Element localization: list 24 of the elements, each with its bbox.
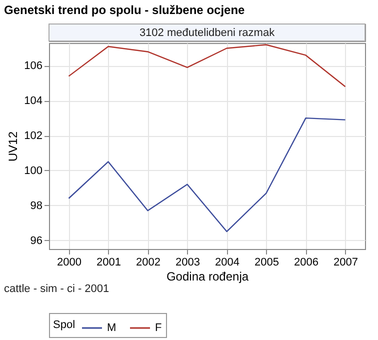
y-tick-label: 102 — [24, 130, 42, 142]
y-tick-label: 96 — [30, 234, 42, 247]
y-tick-label: 98 — [30, 200, 42, 212]
text: cattle - sim - ci - 2001 — [4, 283, 110, 295]
x-tick-label: 2004 — [215, 256, 240, 268]
line-series — [68, 117, 346, 232]
x-tick-label: 2002 — [136, 256, 160, 268]
chart-subtitle: 3102 međutelidbeni razmak — [139, 27, 276, 39]
y-axis-title: UV12 — [6, 131, 20, 162]
x-tick-label: 2003 — [176, 256, 200, 268]
legend-label: F — [155, 322, 162, 334]
legend-title: Spol — [53, 319, 76, 331]
x-tick-label: 2005 — [254, 256, 279, 268]
x-tick-label: 2006 — [294, 256, 318, 268]
x-tick-label: 2007 — [334, 256, 358, 268]
x-axis-title: Godina rođenja — [166, 270, 249, 284]
chart-title: Genetski trend po spolu - službene ocjene — [4, 3, 246, 17]
legend-label: M — [107, 322, 116, 334]
line-series — [68, 44, 346, 88]
y-tick-label: 100 — [24, 164, 42, 177]
x-tick-label: 2001 — [96, 256, 121, 268]
x-tick-label: 2000 — [57, 256, 82, 268]
y-tick-label: 104 — [24, 95, 42, 108]
y-tick-label: 106 — [24, 60, 42, 72]
